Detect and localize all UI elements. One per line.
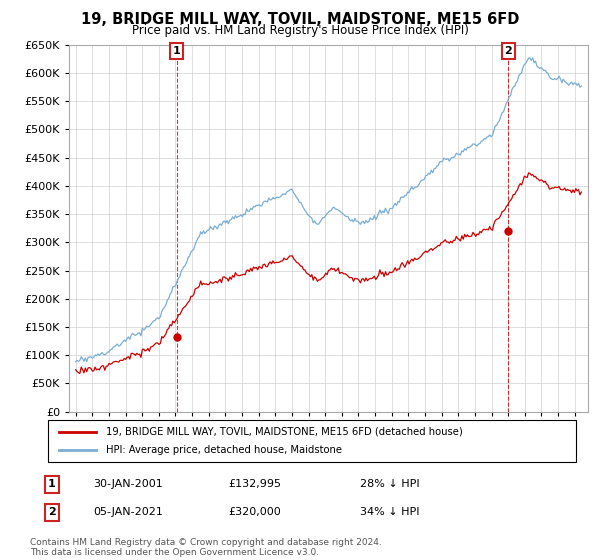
Text: HPI: Average price, detached house, Maidstone: HPI: Average price, detached house, Maid… — [106, 445, 342, 455]
Text: 19, BRIDGE MILL WAY, TOVIL, MAIDSTONE, ME15 6FD (detached house): 19, BRIDGE MILL WAY, TOVIL, MAIDSTONE, M… — [106, 427, 463, 437]
Text: £132,995: £132,995 — [228, 479, 281, 489]
Text: 1: 1 — [48, 479, 56, 489]
Text: Price paid vs. HM Land Registry's House Price Index (HPI): Price paid vs. HM Land Registry's House … — [131, 24, 469, 36]
FancyBboxPatch shape — [48, 420, 576, 462]
Text: 34% ↓ HPI: 34% ↓ HPI — [360, 507, 419, 517]
Text: 05-JAN-2021: 05-JAN-2021 — [93, 507, 163, 517]
Text: 2: 2 — [505, 46, 512, 56]
Text: 2: 2 — [48, 507, 56, 517]
Text: £320,000: £320,000 — [228, 507, 281, 517]
Text: 30-JAN-2001: 30-JAN-2001 — [93, 479, 163, 489]
Text: 19, BRIDGE MILL WAY, TOVIL, MAIDSTONE, ME15 6FD: 19, BRIDGE MILL WAY, TOVIL, MAIDSTONE, M… — [81, 12, 519, 27]
Text: 28% ↓ HPI: 28% ↓ HPI — [360, 479, 419, 489]
Text: 1: 1 — [173, 46, 181, 56]
Text: Contains HM Land Registry data © Crown copyright and database right 2024.
This d: Contains HM Land Registry data © Crown c… — [30, 538, 382, 557]
